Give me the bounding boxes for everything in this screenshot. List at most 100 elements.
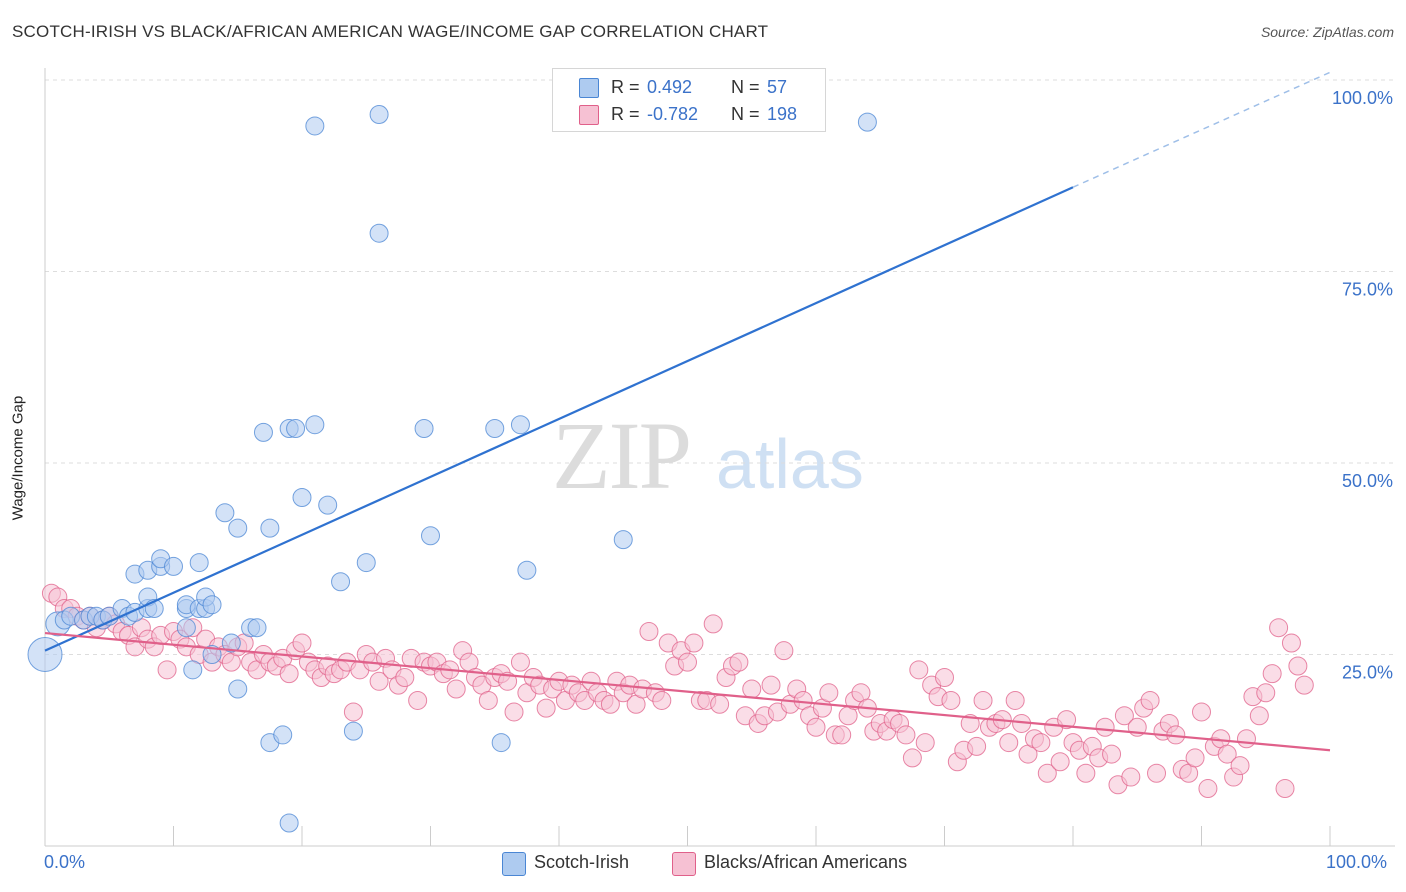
black-point <box>1230 756 1250 776</box>
scotch-irish-point <box>414 419 434 439</box>
black-point <box>703 614 723 634</box>
scotch-irish-point <box>228 518 248 538</box>
legend-row-black: R = -0.782 N = 198 <box>553 100 825 128</box>
legend-r-label: R = <box>611 77 640 97</box>
black-point <box>999 733 1019 753</box>
black-point <box>1262 664 1282 684</box>
scotch-irish-point <box>27 637 63 672</box>
black-point <box>478 690 498 710</box>
legend-r-label: R = <box>611 104 640 124</box>
legend-swatch-black <box>579 105 599 125</box>
black-point <box>935 667 954 687</box>
scotch-irish-point <box>164 556 183 576</box>
black-point <box>536 698 556 718</box>
black-point <box>973 690 993 710</box>
scotch-irish-point <box>202 645 222 664</box>
legend-r-value: 0.492 <box>647 77 693 97</box>
black-point <box>761 675 781 695</box>
black-point <box>395 667 415 687</box>
black-point <box>1198 779 1218 799</box>
black-point <box>408 690 428 710</box>
scotch-irish-point <box>189 553 209 573</box>
legend-n-value: 198 <box>767 104 798 124</box>
scotch-irish-point <box>517 560 537 580</box>
black-point <box>1269 618 1289 638</box>
black-point <box>1192 702 1211 722</box>
black-point <box>1057 710 1077 730</box>
black-point <box>600 694 620 714</box>
scotch-irish-point <box>369 104 389 124</box>
source-credit: Source: ZipAtlas.com <box>1260 24 1394 40</box>
black-point <box>652 690 672 710</box>
scotch-irish-trendline <box>44 186 1074 652</box>
black-point <box>1121 767 1141 787</box>
black-point <box>896 725 916 745</box>
black-point <box>915 733 935 753</box>
black-point <box>806 717 826 737</box>
legend-n-label: N = <box>731 77 760 97</box>
black-point <box>1031 733 1051 753</box>
grid-layer <box>45 79 1395 655</box>
scotch-irish-point <box>343 721 363 741</box>
chart-title: SCOTCH-IRISH VS BLACK/AFRICAN AMERICAN W… <box>12 22 769 41</box>
scotch-irish-point <box>510 415 530 435</box>
black-point <box>498 671 518 691</box>
bottom-legend-swatch-black <box>672 852 696 876</box>
scotch-irish-point <box>305 415 325 435</box>
bottom-legend-label-black: Blacks/African Americans <box>704 852 908 872</box>
black-point <box>710 694 730 714</box>
black-point <box>909 660 929 680</box>
x-tick-label-min: 0.0% <box>44 852 86 872</box>
black-point <box>1114 706 1134 726</box>
watermark-atlas: atlas <box>716 425 864 503</box>
black-point <box>369 671 389 691</box>
black-point <box>1102 744 1122 764</box>
y-tick-label: 50.0% <box>1342 471 1393 491</box>
scotch-irish-point <box>857 112 877 132</box>
black-point <box>832 725 852 745</box>
black-point <box>292 633 312 653</box>
black-point <box>1249 706 1269 726</box>
black-point <box>157 660 177 680</box>
black-point <box>1275 779 1295 799</box>
scotch-irish-point <box>491 733 511 753</box>
y-tick-label: 75.0% <box>1342 280 1393 300</box>
black-point <box>1217 744 1237 764</box>
y-tick-label: 25.0% <box>1342 663 1393 683</box>
scotch-irish-point <box>273 725 293 745</box>
black-point <box>941 690 961 710</box>
y-axis-label: Wage/Income Gap <box>9 395 27 521</box>
y-tick-label: 100.0% <box>1332 88 1393 108</box>
black-point <box>1076 763 1096 783</box>
scotch-irish-point <box>613 530 633 550</box>
black-trendline <box>44 631 1331 752</box>
black-point <box>684 633 704 653</box>
legend-swatch-scotch-irish <box>579 78 599 98</box>
scotch-irish-point <box>369 223 389 243</box>
legend-n-label: N = <box>731 104 760 124</box>
black-point <box>1288 656 1308 676</box>
bottom-legend-label-scotch-irish: Scotch-Irish <box>534 852 630 872</box>
points-layer <box>27 104 1314 833</box>
black-point <box>510 652 530 672</box>
black-point <box>504 702 524 722</box>
black-point <box>446 679 466 699</box>
black-point <box>1185 748 1205 768</box>
scotch-irish-point <box>305 116 325 136</box>
scotch-irish-point <box>260 518 280 538</box>
axis-layer <box>44 68 1395 847</box>
black-point <box>1281 633 1301 653</box>
watermark-zip: ZIP <box>552 402 692 509</box>
black-point <box>1236 729 1256 749</box>
black-point <box>819 683 839 703</box>
black-point <box>902 748 922 768</box>
black-point <box>1147 763 1167 783</box>
scotch-irish-point <box>202 595 222 615</box>
black-point <box>967 736 987 756</box>
scotch-irish-point <box>228 679 248 699</box>
black-point <box>1294 675 1314 695</box>
scotch-irish-point <box>485 419 505 439</box>
scotch-irish-point <box>292 487 312 507</box>
scotch-irish-point <box>279 813 299 833</box>
scotch-irish-point <box>183 660 203 680</box>
